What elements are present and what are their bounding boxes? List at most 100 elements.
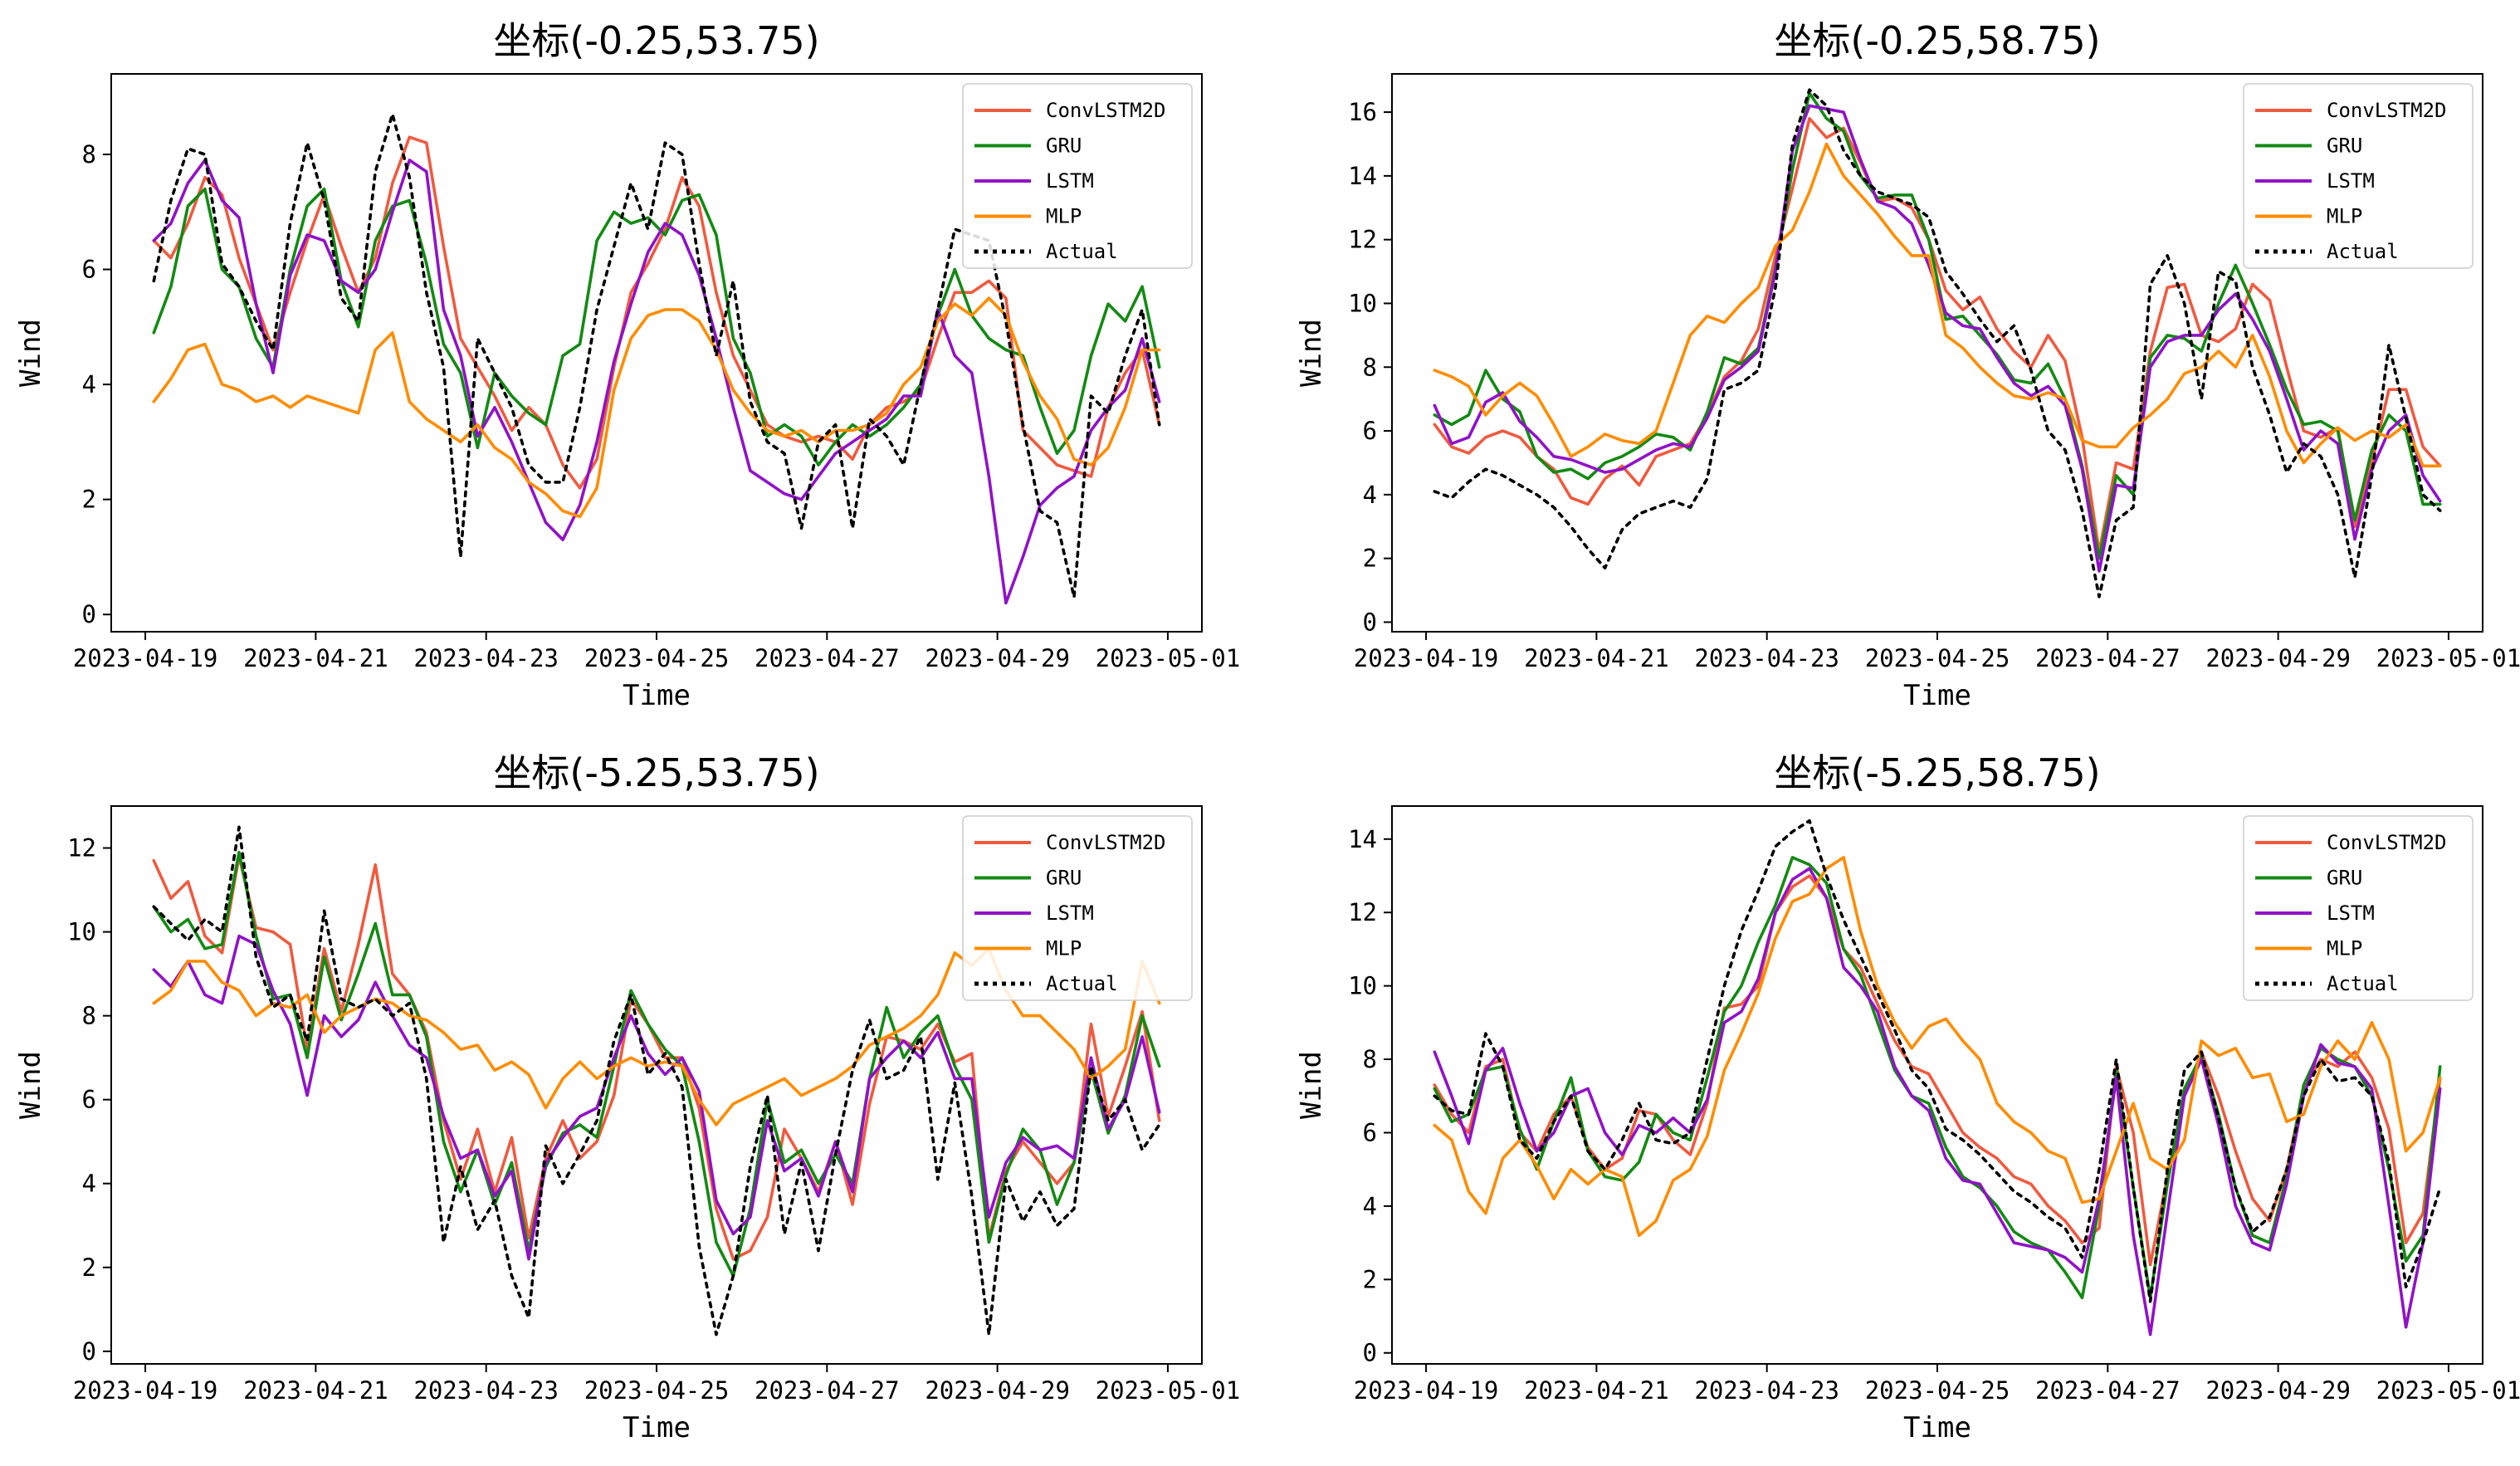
legend-label: GRU bbox=[2327, 134, 2362, 158]
x-tick-label: 2023-05-01 bbox=[2376, 644, 2520, 672]
y-tick-label: 0 bbox=[82, 1337, 96, 1366]
chart-panel-2: 坐标(-0.25,58.75) 2023-04-19 2023-04-21 2023-… bbox=[1295, 18, 2520, 712]
x-tick-label: 2023-04-25 bbox=[584, 644, 730, 672]
series-line-lstm bbox=[152, 159, 1161, 605]
legend-label: LSTM bbox=[1046, 169, 1094, 193]
y-tick-label: 10 bbox=[1348, 289, 1377, 317]
legend: ConvLSTM2D GRU LSTM MLP Actual bbox=[2243, 815, 2474, 1001]
chart-title: 坐标(-5.25,53.75) bbox=[493, 750, 819, 795]
y-tick-label: 6 bbox=[82, 256, 96, 284]
legend-label: Actual bbox=[1046, 972, 1118, 995]
legend-label: LSTM bbox=[2327, 902, 2375, 925]
x-tick-label: 2023-05-01 bbox=[2376, 1376, 2520, 1405]
y-tick-label: 8 bbox=[82, 1002, 96, 1030]
chart-panel-3: 坐标(-5.25,53.75) 2023-04-19 2023-04-21 2023-… bbox=[14, 750, 1240, 1444]
chart-panel-4: 坐标(-5.25,58.75) 2023-04-19 2023-04-21 2023-… bbox=[1295, 750, 2520, 1444]
x-tick-label: 2023-04-21 bbox=[243, 644, 388, 672]
y-tick-label: 8 bbox=[1363, 1045, 1377, 1073]
legend-label: MLP bbox=[2327, 205, 2362, 228]
x-tick-label: 2023-04-21 bbox=[1524, 644, 1669, 672]
legend-label: ConvLSTM2D bbox=[1046, 99, 1166, 122]
series-line-actual bbox=[152, 825, 1161, 1337]
y-axis-label: Wind bbox=[1295, 319, 1328, 387]
x-tick-label: 2023-04-27 bbox=[2035, 1376, 2181, 1405]
legend-label: ConvLSTM2D bbox=[2327, 831, 2447, 854]
y-tick-label: 8 bbox=[1363, 353, 1377, 381]
legend: ConvLSTM2D GRU LSTM MLP Actual bbox=[962, 83, 1193, 269]
x-tick-label: 2023-04-25 bbox=[1865, 644, 2010, 672]
series-line-convlstm2d bbox=[152, 135, 1161, 490]
x-axis-label: Time bbox=[623, 679, 691, 712]
x-tick-label: 2023-04-23 bbox=[413, 644, 559, 672]
x-tick-label: 2023-04-19 bbox=[1354, 644, 1499, 672]
x-tick-label: 2023-04-21 bbox=[1524, 1376, 1669, 1405]
x-tick-label: 2023-04-23 bbox=[1694, 1376, 1839, 1405]
legend-label: ConvLSTM2D bbox=[2327, 99, 2447, 122]
legend-label: ConvLSTM2D bbox=[1046, 831, 1166, 854]
x-axis-label: Time bbox=[1903, 679, 1971, 712]
series-line-gru bbox=[1433, 91, 2442, 560]
y-tick-label: 10 bbox=[67, 918, 96, 946]
y-tick-label: 4 bbox=[82, 1170, 96, 1198]
chart-panel-1: 坐标(-0.25,53.75) 2023-04-19 2023-04-21 2023-… bbox=[14, 18, 1240, 712]
x-tick-label: 2023-04-23 bbox=[1694, 644, 1839, 672]
x-tick-label: 2023-04-27 bbox=[755, 644, 900, 672]
chart-title: 坐标(-5.25,58.75) bbox=[1774, 750, 2100, 795]
y-tick-label: 4 bbox=[1363, 481, 1377, 509]
legend: ConvLSTM2D GRU LSTM MLP Actual bbox=[962, 815, 1193, 1001]
x-tick-label: 2023-04-25 bbox=[1865, 1376, 2010, 1405]
series-group bbox=[1433, 88, 2442, 599]
y-tick-label: 8 bbox=[82, 140, 96, 169]
y-tick-label: 12 bbox=[1348, 226, 1377, 254]
legend-label: Actual bbox=[2327, 972, 2399, 995]
legend-label: MLP bbox=[1046, 205, 1082, 228]
series-line-mlp bbox=[152, 296, 1161, 519]
legend-label: Actual bbox=[1046, 240, 1118, 263]
y-tick-label: 0 bbox=[1363, 608, 1377, 636]
series-line-lstm bbox=[1433, 867, 2442, 1337]
y-tick-label: 2 bbox=[82, 1253, 96, 1282]
y-tick-label: 12 bbox=[67, 834, 96, 862]
x-tick-label: 2023-04-27 bbox=[2035, 644, 2181, 672]
legend-label: GRU bbox=[2327, 867, 2362, 890]
legend-label: Actual bbox=[2327, 240, 2399, 263]
x-tick-label: 2023-04-23 bbox=[413, 1376, 559, 1405]
legend-label: GRU bbox=[1046, 134, 1082, 158]
x-tick-label: 2023-04-29 bbox=[925, 1376, 1070, 1405]
legend: ConvLSTM2D GRU LSTM MLP Actual bbox=[2243, 83, 2474, 269]
y-tick-label: 0 bbox=[82, 600, 96, 628]
x-tick-label: 2023-05-01 bbox=[1096, 1376, 1241, 1405]
series-line-gru bbox=[152, 850, 1161, 1278]
x-tick-label: 2023-04-29 bbox=[2205, 644, 2351, 672]
y-tick-label: 4 bbox=[82, 370, 96, 398]
x-axis-label: Time bbox=[1903, 1411, 1971, 1444]
x-tick-label: 2023-04-19 bbox=[1354, 1376, 1499, 1405]
y-tick-label: 4 bbox=[1363, 1192, 1377, 1220]
legend-label: MLP bbox=[2327, 937, 2362, 960]
series-line-actual bbox=[1433, 88, 2442, 599]
x-tick-label: 2023-04-27 bbox=[755, 1376, 900, 1405]
y-tick-label: 14 bbox=[1348, 825, 1377, 853]
y-axis-label: Wind bbox=[1295, 1051, 1328, 1119]
chart-title: 坐标(-0.25,53.75) bbox=[493, 18, 819, 63]
x-tick-label: 2023-04-19 bbox=[73, 644, 218, 672]
x-tick-label: 2023-05-01 bbox=[1096, 644, 1241, 672]
y-axis-label: Wind bbox=[14, 319, 47, 387]
y-tick-label: 6 bbox=[1363, 417, 1377, 445]
y-axis-label: Wind bbox=[14, 1051, 47, 1119]
x-tick-label: 2023-04-25 bbox=[584, 1376, 730, 1405]
y-tick-label: 6 bbox=[82, 1086, 96, 1114]
series-group bbox=[1433, 819, 2442, 1337]
legend-label: GRU bbox=[1046, 867, 1082, 890]
x-tick-label: 2023-04-29 bbox=[925, 644, 1070, 672]
x-tick-label: 2023-04-21 bbox=[243, 1376, 388, 1405]
x-tick-label: 2023-04-19 bbox=[73, 1376, 218, 1405]
series-line-convlstm2d bbox=[1433, 117, 2442, 554]
y-tick-label: 2 bbox=[82, 486, 96, 514]
y-tick-label: 10 bbox=[1348, 972, 1377, 1000]
y-tick-label: 14 bbox=[1348, 162, 1377, 190]
series-line-mlp bbox=[1433, 142, 2442, 468]
series-line-actual bbox=[1433, 819, 2442, 1303]
x-tick-label: 2023-04-29 bbox=[2205, 1376, 2351, 1405]
